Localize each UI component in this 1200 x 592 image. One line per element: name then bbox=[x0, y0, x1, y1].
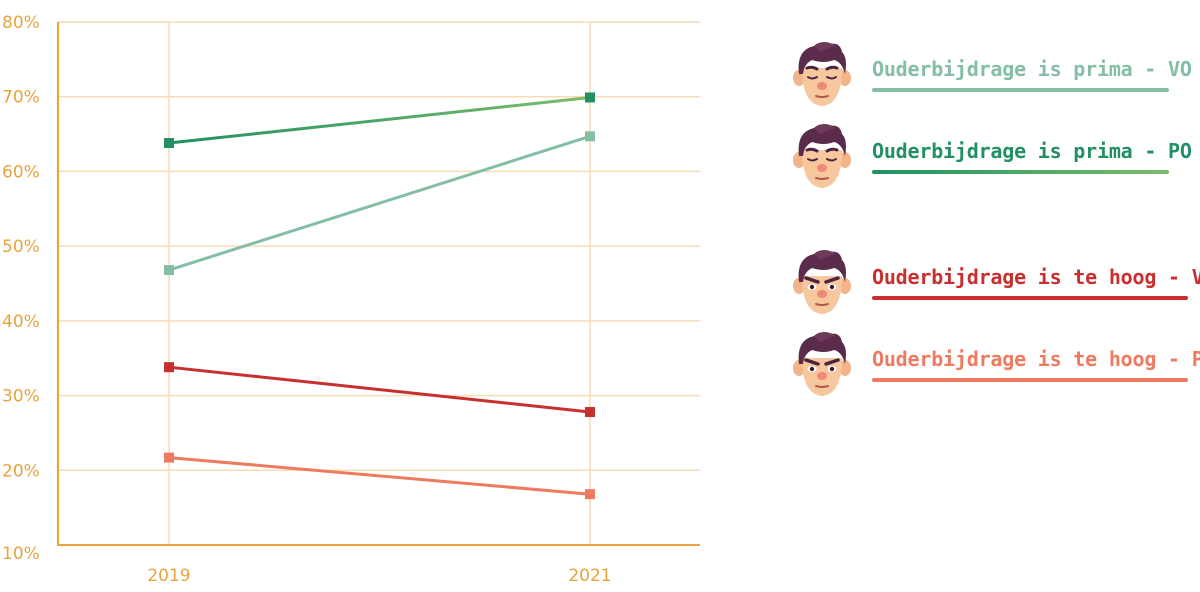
y-tick-label: 60% bbox=[2, 162, 40, 182]
data-point-marker bbox=[585, 489, 595, 500]
y-tick-label: 30% bbox=[2, 387, 40, 407]
data-point-marker bbox=[164, 138, 174, 149]
line-chart: 10% 20% 30% 40% 50% 60% 70% 80% 2019 2021 bbox=[2, 13, 700, 586]
legend-item-prima-po: Ouderbijdrage is prima - PO bbox=[790, 122, 1192, 192]
chart-grid bbox=[58, 21, 700, 545]
angry-face-icon bbox=[790, 248, 854, 316]
y-tick-label: 10% bbox=[2, 544, 40, 564]
series-line-group bbox=[164, 362, 595, 418]
data-point-marker bbox=[164, 452, 174, 463]
content-face-icon bbox=[790, 122, 854, 190]
legend-line bbox=[872, 170, 1169, 174]
y-tick-label: 40% bbox=[2, 312, 40, 332]
y-tick-label: 70% bbox=[2, 88, 40, 108]
legend-line bbox=[872, 88, 1169, 92]
series-line bbox=[168, 365, 591, 414]
legend-item-te-hoog-po: Ouderbijdrage is te hoog - PO bbox=[790, 330, 1200, 400]
legend-item-prima-vo: Ouderbijdrage is prima - VO bbox=[790, 40, 1192, 110]
series-line bbox=[168, 95, 591, 145]
chart-axes bbox=[57, 22, 700, 546]
legend-label: Ouderbijdrage is te hoog - PO bbox=[872, 347, 1200, 371]
content-face-icon bbox=[790, 40, 854, 108]
series-line-group bbox=[164, 131, 595, 276]
legend-line bbox=[872, 296, 1188, 300]
legend-label: Ouderbijdrage is te hoog - VO bbox=[872, 265, 1200, 289]
data-point-marker bbox=[585, 131, 595, 142]
chart-tick-labels: 10% 20% 30% 40% 50% 60% 70% 80% 2019 2021 bbox=[2, 13, 612, 586]
series-line-group bbox=[164, 452, 595, 500]
legend-label: Ouderbijdrage is prima - PO bbox=[872, 139, 1192, 163]
data-point-marker bbox=[585, 92, 595, 103]
data-point-marker bbox=[585, 407, 595, 418]
data-point-marker bbox=[164, 265, 174, 276]
angry-face-icon bbox=[790, 330, 854, 398]
legend-item-te-hoog-vo: Ouderbijdrage is te hoog - VO bbox=[790, 248, 1200, 318]
series-line bbox=[168, 134, 591, 272]
x-tick-label: 2019 bbox=[147, 566, 190, 586]
y-tick-label: 80% bbox=[2, 13, 40, 33]
y-tick-label: 20% bbox=[2, 461, 40, 481]
legend-label: Ouderbijdrage is prima - VO bbox=[872, 57, 1192, 81]
x-tick-label: 2021 bbox=[568, 566, 611, 586]
legend-line bbox=[872, 378, 1188, 382]
chart-series bbox=[164, 92, 595, 500]
series-line-group bbox=[164, 92, 595, 149]
y-tick-label: 50% bbox=[2, 237, 40, 257]
data-point-marker bbox=[164, 362, 174, 373]
series-line bbox=[168, 456, 591, 496]
